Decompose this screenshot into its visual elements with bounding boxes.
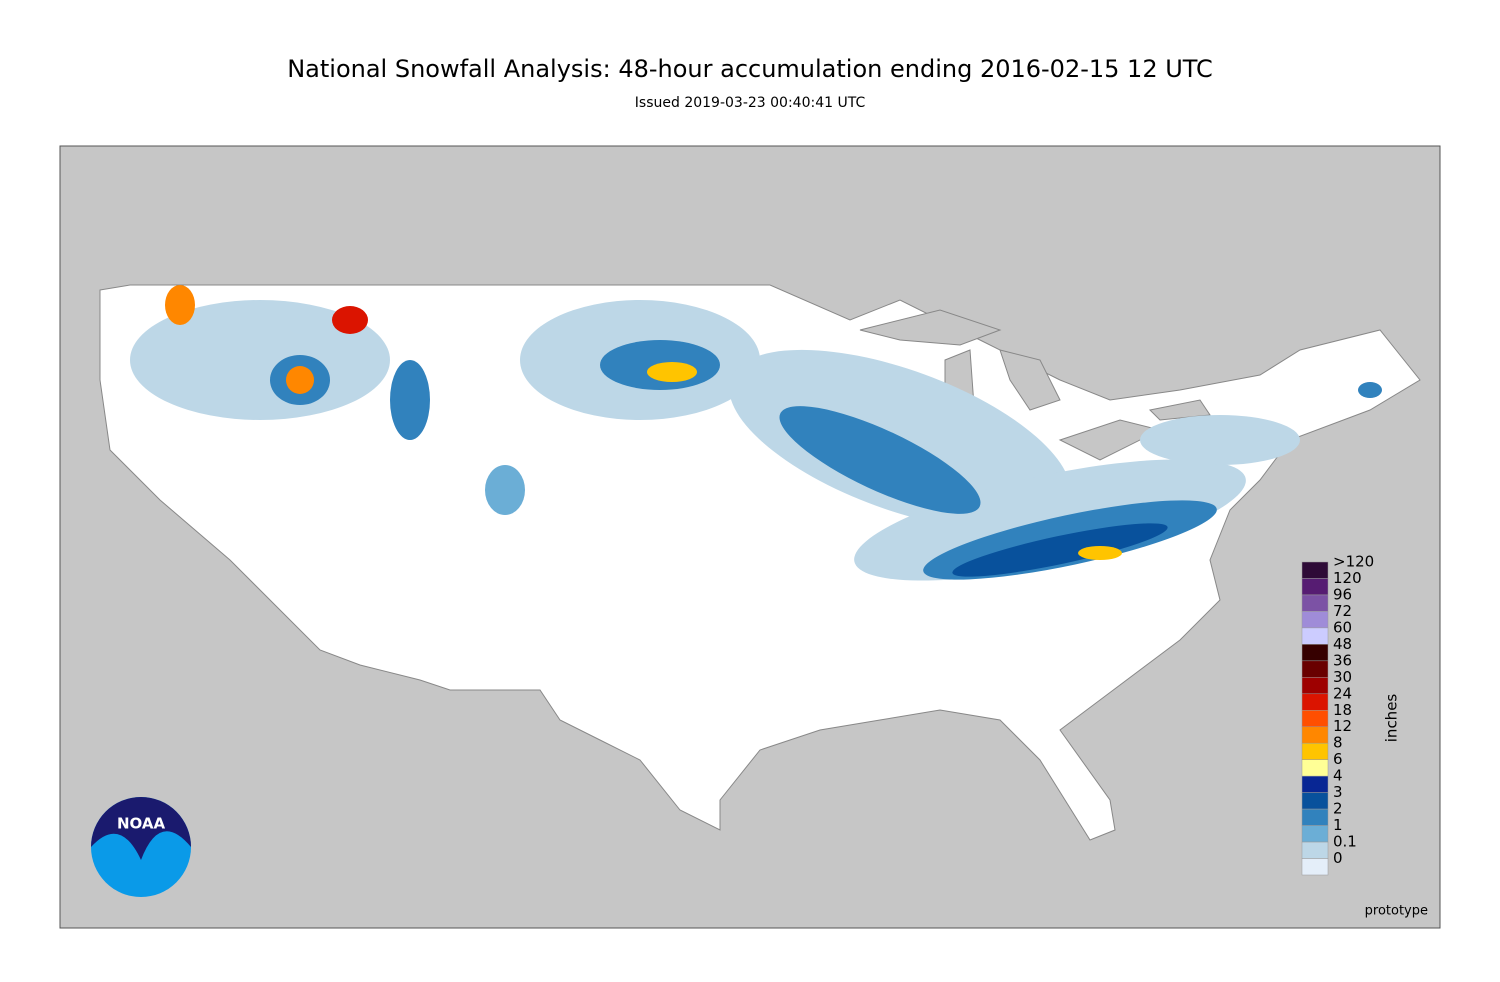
legend-swatch — [1301, 858, 1329, 876]
legend-label: 18 — [1333, 701, 1352, 719]
legend-label: 0 — [1333, 849, 1343, 867]
us-land — [99, 284, 1421, 841]
legend-label: 0.1 — [1333, 833, 1357, 851]
legend-swatch — [1301, 611, 1329, 629]
legend-label: 12 — [1333, 717, 1352, 735]
legend-swatch — [1301, 578, 1329, 596]
legend-swatch — [1301, 759, 1329, 777]
legend-swatch — [1301, 644, 1329, 662]
subtitle: Issued 2019-03-23 00:40:41 UTC — [635, 95, 866, 111]
legend-swatch — [1301, 792, 1329, 810]
legend-label: 48 — [1333, 635, 1352, 653]
legend-swatch — [1301, 742, 1329, 760]
legend-swatch — [1301, 627, 1329, 645]
legend-label: 30 — [1333, 668, 1352, 686]
noaa-logo: NOAA — [91, 797, 191, 897]
legend-label: 72 — [1333, 602, 1352, 620]
legend-swatch — [1301, 660, 1329, 678]
legend-label: 6 — [1333, 750, 1343, 768]
legend-label: 24 — [1333, 684, 1352, 702]
legend-label: 60 — [1333, 618, 1352, 636]
legend-label: 2 — [1333, 800, 1343, 818]
legend-title: inches — [1383, 694, 1401, 743]
legend-label: 8 — [1333, 734, 1343, 752]
title: National Snowfall Analysis: 48-hour accu… — [287, 55, 1213, 83]
legend-label: 1 — [1333, 816, 1343, 834]
legend-label: 3 — [1333, 783, 1343, 801]
legend-swatch — [1301, 841, 1329, 859]
prototype-note: prototype — [1365, 904, 1428, 919]
logo-text: NOAA — [117, 815, 166, 833]
legend-label: 36 — [1333, 651, 1352, 669]
legend-swatch — [1301, 775, 1329, 793]
legend-label: 120 — [1333, 569, 1362, 587]
legend-swatch — [1301, 561, 1329, 579]
legend-swatch — [1301, 726, 1329, 744]
legend-swatch — [1301, 594, 1329, 612]
legend-label: >120 — [1333, 553, 1374, 571]
legend-label: 96 — [1333, 585, 1352, 603]
legend-label: 4 — [1333, 767, 1343, 785]
legend-swatch — [1301, 825, 1329, 843]
snowfall-shading — [130, 285, 1382, 581]
legend-swatch — [1301, 677, 1329, 695]
legend-swatch — [1301, 710, 1329, 727]
legend-swatch — [1301, 693, 1329, 711]
legend-swatch — [1301, 808, 1329, 826]
